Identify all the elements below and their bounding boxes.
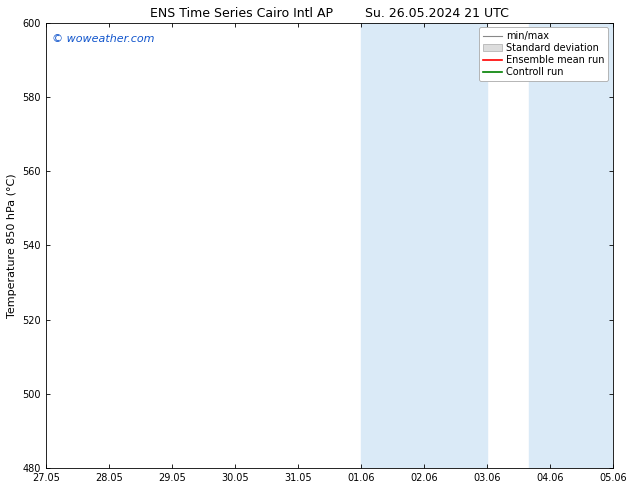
Bar: [529, 23, 613, 468]
Legend: min/max, Standard deviation, Ensemble mean run, Controll run: min/max, Standard deviation, Ensemble me…: [479, 27, 609, 81]
Title: ENS Time Series Cairo Intl AP        Su. 26.05.2024 21 UTC: ENS Time Series Cairo Intl AP Su. 26.05.…: [150, 7, 509, 20]
Text: © woweather.com: © woweather.com: [51, 34, 154, 44]
Bar: [361, 23, 487, 468]
Y-axis label: Temperature 850 hPa (°C): Temperature 850 hPa (°C): [7, 173, 17, 318]
